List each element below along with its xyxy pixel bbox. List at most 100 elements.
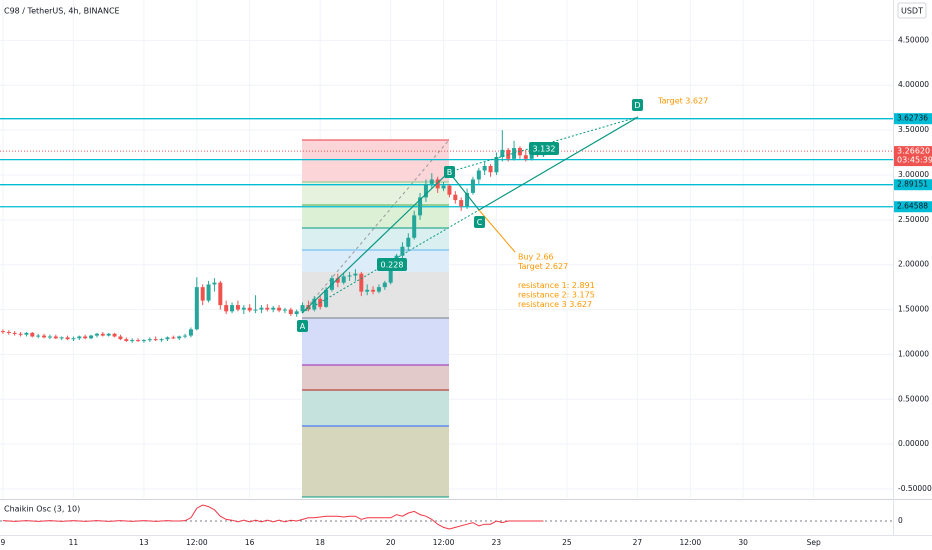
candle-body [218,282,223,306]
y-tick-label: 2.50000 [898,215,929,224]
x-tick-label: 12:00 [186,538,208,547]
candle-body [312,298,317,310]
candle-body [6,332,11,333]
candle-body [470,179,475,193]
candle-body [494,157,499,173]
candle-body [400,246,405,256]
x-tick-label: 27 [633,538,643,547]
annotation: Target 3.627 [657,97,708,106]
point-label: D [634,101,640,110]
candle-body [435,179,440,189]
candle-body [65,337,70,340]
countdown-label: 03:45:39 [897,156,932,165]
candle-body [523,155,528,159]
y-tick-label: 3.00000 [898,170,929,179]
candle-body [253,309,258,311]
candle-body [212,282,217,285]
level-tag [894,179,932,191]
fib-band [302,140,449,182]
candle-body [371,289,376,292]
fib-band [302,272,449,318]
oscillator-title: Chaikin Osc (3, 10) [4,505,80,514]
candle-body [141,340,146,342]
candle-body [382,282,387,288]
point-label: B [447,168,453,177]
fib-band [302,228,449,250]
x-tick-label: 23 [492,538,502,547]
x-tick-label: 13 [139,538,149,547]
currency-button[interactable] [897,2,927,19]
candle-body [265,307,270,310]
candle-body [42,335,47,338]
x-tick-label: 12:00 [433,538,455,547]
candle-body [100,333,105,336]
currency-label[interactable]: USDT [901,7,923,16]
abcd-pattern [301,116,639,314]
candle-body [230,305,235,312]
y-tick-label: 3.50000 [898,125,929,134]
point-box [297,320,308,332]
fib-band [302,365,449,390]
ratio-label: 0.228 [381,261,404,270]
candle-body [47,336,52,338]
candle-body [183,335,188,337]
candle-body [130,340,135,342]
candle-body [412,215,417,238]
candle-body [147,339,152,341]
candle-body [441,185,446,189]
candle-body [241,307,246,310]
pattern-dotted [448,116,639,173]
candle-body [200,287,205,301]
level-label: 2.64588 [897,202,928,211]
x-tick-label: 18 [315,538,325,547]
fib-band [302,426,449,497]
osc-tick-label: 0 [898,516,903,525]
candle-body [194,287,199,330]
x-tick-label: 16 [245,538,255,547]
candle-body [171,337,176,339]
candle-body [423,183,428,198]
candle-body [177,336,182,339]
x-tick-label: 20 [386,538,396,547]
candle-body [259,307,264,310]
point-label: C [477,218,483,227]
candle-body [282,309,287,311]
last-price-tag [894,146,932,167]
annotation-pointer [478,209,516,253]
osc-line [2,504,544,530]
candle-body [247,307,252,311]
y-tick-label: 4.00000 [898,80,929,89]
candle-body [512,148,517,159]
point-box [444,166,455,178]
annotation: resistance 1: 2.891 [518,281,595,290]
candle-body [429,179,434,184]
candle-body [271,307,276,310]
level-label: 2.89151 [897,180,928,189]
ratio-box [529,142,559,155]
x-tick-label: 12:00 [680,538,702,547]
candle-body [24,332,29,335]
candle-body [359,273,364,292]
fib-trend [301,139,450,314]
annotation: Target 2.627 [517,262,568,271]
level-tag [894,201,932,213]
last-price-label: 3.26620 [897,147,930,156]
fib-band [302,250,449,272]
candle-body [124,339,129,341]
candle-body [159,339,164,341]
x-tick-label: 11 [69,538,79,547]
candle-body [12,332,17,334]
y-tick-label: 1.00000 [898,349,929,358]
candle-body [153,339,158,341]
levels [0,118,893,208]
candle-body [488,166,493,173]
candle-body [30,332,35,337]
candle-body [406,237,411,247]
candle-body [277,307,282,311]
candle-body [106,333,111,336]
candle-body [165,337,170,340]
level-label: 3.62736 [897,114,928,123]
candle-body [453,194,458,201]
